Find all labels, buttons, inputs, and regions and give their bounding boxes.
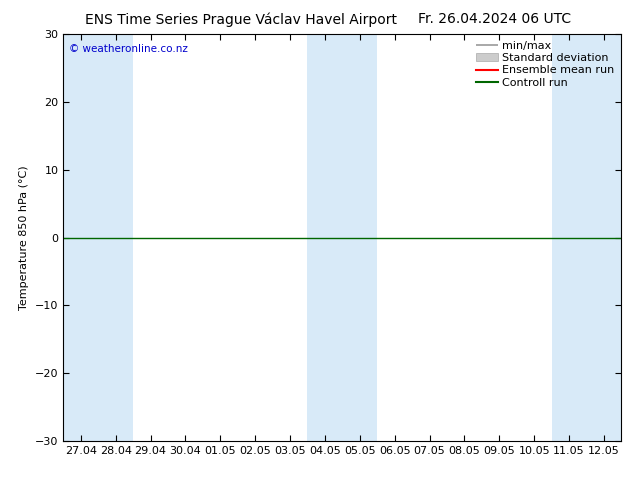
Legend: min/max, Standard deviation, Ensemble mean run, Controll run: min/max, Standard deviation, Ensemble me… — [471, 37, 619, 92]
Bar — [63, 34, 98, 441]
Text: Fr. 26.04.2024 06 UTC: Fr. 26.04.2024 06 UTC — [418, 12, 571, 26]
Bar — [307, 34, 342, 441]
Y-axis label: Temperature 850 hPa (°C): Temperature 850 hPa (°C) — [20, 165, 30, 310]
Bar — [586, 34, 621, 441]
Text: © weatheronline.co.nz: © weatheronline.co.nz — [69, 45, 188, 54]
Text: ENS Time Series Prague Václav Havel Airport: ENS Time Series Prague Václav Havel Airp… — [85, 12, 397, 27]
Bar — [342, 34, 377, 441]
Bar — [98, 34, 133, 441]
Bar — [552, 34, 586, 441]
